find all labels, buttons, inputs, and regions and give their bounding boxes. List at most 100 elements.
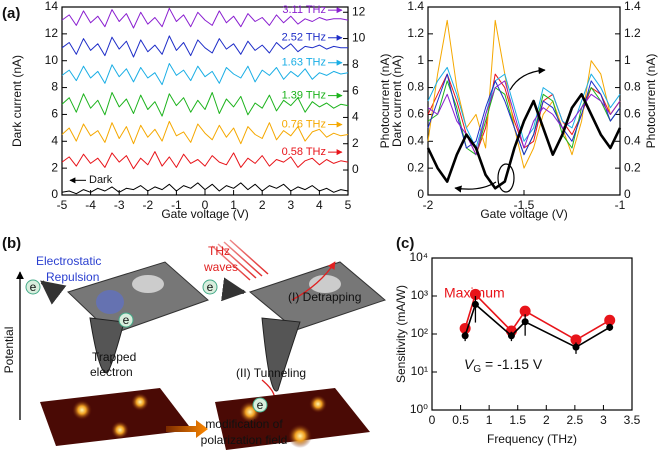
y-tick-label: 1: [417, 53, 424, 67]
label: (II) Tunneling: [236, 366, 306, 380]
y-tick-label: 0.6: [407, 107, 424, 121]
annotation-part: G: [473, 364, 481, 375]
series-label: 1.63 THz: [282, 57, 326, 69]
x-tick-label: 1.5: [509, 413, 526, 427]
x-axis-label: Gate voltage (V): [480, 207, 567, 221]
series-line: [61, 35, 348, 58]
series-label: 3.11 THz: [282, 4, 326, 16]
y2-axis-label: Photocurrent (nA): [644, 54, 658, 149]
series-line: [61, 92, 349, 117]
y-tick-label: 10²: [411, 326, 428, 340]
annotation-part: V: [464, 356, 475, 372]
y-axis-label: Sensitivity (mA/W): [394, 285, 408, 383]
y2-tick-label: 0: [624, 187, 631, 201]
electron-label: e: [30, 280, 37, 294]
y-tick-label: 0: [417, 187, 424, 201]
y-tick-label: 10⁴: [409, 250, 428, 264]
y2-tick-label: 0.4: [624, 133, 641, 147]
series-label: Dark: [89, 174, 113, 186]
series-line: [464, 293, 611, 341]
series-line: [61, 151, 349, 170]
label: Repulsion: [46, 270, 99, 284]
y-tick-label: 6: [51, 107, 58, 121]
series-line: [427, 66, 621, 149]
diagram: Potential e e e e Electrostatic Repulsio…: [2, 239, 387, 450]
x-tick-label: 3: [600, 413, 607, 427]
y2-tick-label: 8: [352, 57, 359, 71]
x-axis-label: Frequency (THz): [487, 432, 577, 446]
x-axis-label: Gate voltage (V): [161, 207, 248, 221]
y2-tick-label: 10: [352, 31, 366, 45]
x-tick-label: 3.5: [624, 413, 641, 427]
y-tick-label: 0.2: [407, 160, 424, 174]
series-line: [61, 63, 349, 86]
x-tick-label: 0: [429, 413, 436, 427]
y-tick-label: 0.4: [407, 133, 424, 147]
marker: [519, 305, 531, 317]
x-tick-label: 4: [316, 198, 323, 212]
y2-tick-label: 0.6: [624, 107, 641, 121]
label: electron: [90, 365, 133, 379]
marker: [521, 318, 529, 326]
label: modification of: [205, 417, 283, 431]
y-tick-label: 0.8: [407, 80, 424, 94]
label: (I) Detrapping: [288, 290, 361, 304]
series-line: [61, 7, 349, 29]
y-tick-label: 10: [45, 53, 59, 67]
x-tick-label: -5: [57, 198, 68, 212]
y-tick-label: 10³: [411, 288, 428, 302]
y-tick-label: 14: [45, 0, 59, 13]
y-tick-label: 4: [51, 133, 58, 147]
label: Trapped: [92, 350, 136, 364]
x-tick-label: 0.5: [452, 413, 469, 427]
series-line: [61, 182, 349, 195]
y-tick-label: 1.2: [407, 26, 424, 40]
panel-label: (b): [2, 235, 21, 252]
label: polarization field: [201, 433, 288, 447]
electron-label: e: [207, 280, 214, 294]
series-line: [427, 80, 621, 156]
y2-tick-label: 6: [352, 83, 359, 97]
y2-axis-label: Photocurrent (nA): [378, 54, 392, 149]
y-tick-label: 1.4: [407, 0, 424, 13]
series-line: [426, 93, 622, 190]
marker: [572, 343, 580, 351]
marker: [461, 332, 469, 340]
marker: [606, 323, 614, 331]
x-tick-label: 2: [259, 198, 266, 212]
series-line: [61, 120, 349, 145]
annotation-part: = -1.15 V: [481, 356, 543, 372]
y-axis-label: Dark current (nA): [390, 55, 404, 147]
panel-label: (a): [2, 5, 20, 22]
legend-label: Maximum: [444, 285, 505, 301]
marker: [604, 314, 616, 326]
y-tick-label: 10¹: [411, 364, 428, 378]
y2-tick-label: 0: [352, 162, 359, 176]
x-tick-label: -2: [423, 198, 434, 212]
y-axis-label: Dark current (nA): [10, 55, 24, 147]
x-tick-label: -3: [114, 198, 125, 212]
series-label: 1.39 THz: [282, 90, 326, 102]
marker: [471, 300, 479, 308]
y-tick-label: 10⁰: [410, 402, 428, 416]
electron-label: e: [257, 398, 264, 412]
x-tick-label: 2.5: [567, 413, 584, 427]
x-tick-label: 0: [202, 198, 209, 212]
axis-label: Potential: [2, 327, 16, 374]
y-tick-label: 2: [51, 160, 58, 174]
y2-tick-label: 12: [352, 4, 366, 18]
electron-label: e: [123, 313, 130, 327]
series-label: 0.76 THz: [282, 118, 326, 130]
panel-label: (c): [396, 235, 414, 252]
plot-frame: [431, 257, 633, 411]
annotation: VG = -1.15 V: [464, 356, 543, 375]
y2-tick-label: 4: [352, 110, 359, 124]
y-tick-label: 8: [51, 80, 58, 94]
x-tick-label: 2: [543, 413, 550, 427]
x-tick-label: -4: [85, 198, 96, 212]
y2-tick-label: 2: [352, 136, 359, 150]
y-tick-label: 0: [51, 187, 58, 201]
series-line: [427, 80, 621, 156]
label: THz: [208, 244, 230, 258]
